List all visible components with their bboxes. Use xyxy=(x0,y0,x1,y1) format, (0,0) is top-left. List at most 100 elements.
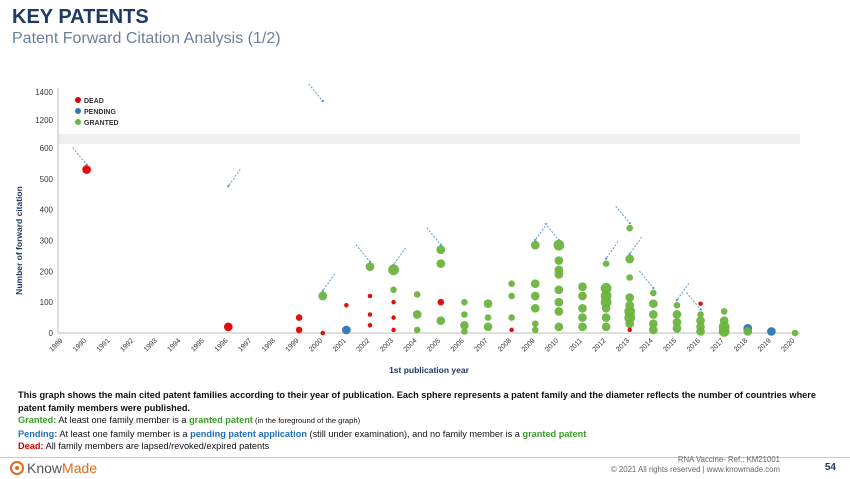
patent-point-granted xyxy=(624,312,636,323)
patent-point-granted xyxy=(318,291,328,301)
patent-point-granted xyxy=(554,270,564,279)
annotation-arrow-head xyxy=(321,99,324,103)
legend-marker xyxy=(75,108,81,114)
patent-point-granted xyxy=(650,289,657,297)
patent-point-granted xyxy=(720,308,728,315)
patent-point-granted xyxy=(648,299,658,309)
patent-point-granted xyxy=(554,307,564,316)
x-tick-label: 1991 xyxy=(96,337,112,353)
patent-point-granted xyxy=(553,239,565,251)
x-tick-label: 1990 xyxy=(72,337,88,353)
patent-point-granted xyxy=(672,310,682,319)
patent-point-granted xyxy=(697,311,704,318)
patent-point-dead xyxy=(509,327,514,333)
x-tick-label: 2012 xyxy=(592,337,608,353)
patent-point-dead xyxy=(698,301,703,306)
patent-point-granted xyxy=(743,327,753,336)
y-tick-label: 100 xyxy=(40,298,54,307)
y-tick-label: 200 xyxy=(40,267,54,276)
x-tick-label: 2009 xyxy=(521,337,537,353)
x-tick-label: 2011 xyxy=(568,337,584,353)
patent-point-granted xyxy=(626,224,634,232)
annotation-arrow-head xyxy=(321,289,324,293)
x-axis-label: 1st publication year xyxy=(389,365,470,375)
patent-point-granted xyxy=(600,282,612,294)
patent-point-granted xyxy=(578,291,587,301)
page-number: 54 xyxy=(824,462,836,473)
patent-point-granted xyxy=(648,319,658,329)
patent-point-granted xyxy=(460,320,469,330)
pending-term2: granted patent xyxy=(522,428,587,439)
y-tick-label: 600 xyxy=(40,144,54,153)
patent-point-granted xyxy=(625,293,635,302)
x-tick-label: 2015 xyxy=(662,337,678,353)
logo-suffix: Made xyxy=(62,460,98,476)
patent-point-dead xyxy=(295,314,303,321)
patent-point-granted xyxy=(625,319,635,329)
x-tick-label: 2007 xyxy=(473,337,489,353)
patent-point-pending xyxy=(342,325,351,335)
y-axis-label: Number of forward citation xyxy=(14,186,24,295)
patent-point-granted xyxy=(791,329,799,337)
description-main: This graph shows the main cited patent f… xyxy=(18,390,816,413)
annotation-arrow xyxy=(72,147,87,165)
patent-point-granted xyxy=(554,322,564,332)
pending-term: pending patent application xyxy=(190,428,307,439)
page-subtitle: Patent Forward Citation Analysis (1/2) xyxy=(12,30,281,47)
pending-text-b: (still under examination), and no family… xyxy=(306,428,523,439)
citation-scatter-chart: 0 100 200 300 400 500 600 1200 1400 1989 1990 1991 1… xyxy=(14,83,800,375)
x-tick-label: 2008 xyxy=(497,337,513,353)
patent-point-granted xyxy=(508,280,515,287)
patent-point-granted xyxy=(390,286,397,294)
knowmade-logo-icon xyxy=(10,461,24,475)
legend-marker xyxy=(75,119,81,125)
annotation-arrow-head xyxy=(604,257,608,260)
granted-text-a: At least one family member is a xyxy=(56,415,190,426)
y-tick-label: 500 xyxy=(40,175,54,184)
x-tick-label: 2016 xyxy=(686,337,702,353)
legend-label: PENDING xyxy=(84,109,116,116)
patent-point-dead xyxy=(320,330,325,336)
patent-point-granted xyxy=(483,322,493,332)
patent-point-granted xyxy=(672,317,682,327)
patent-point-pending xyxy=(767,327,776,336)
annotation-arrow-head xyxy=(439,243,443,246)
annotation-arrow xyxy=(393,247,406,266)
annotation-arrow xyxy=(629,236,643,255)
annotation-arrow xyxy=(426,227,442,246)
x-tick-label: 2019 xyxy=(757,337,773,353)
patent-point-granted xyxy=(601,303,611,313)
x-tick-label: 2010 xyxy=(544,337,560,353)
patent-point-granted xyxy=(436,259,446,268)
y-tick-label: 0 xyxy=(49,329,54,338)
annotation-arrow-head xyxy=(699,308,702,311)
annotation-arrow-head xyxy=(368,260,372,263)
patent-point-dead xyxy=(223,322,233,332)
patent-point-granted xyxy=(530,303,540,313)
patent-point-granted xyxy=(696,316,705,326)
patent-point-granted xyxy=(412,310,422,319)
patent-point-dead xyxy=(391,327,396,333)
patent-point-granted xyxy=(625,254,635,264)
patent-point-dead xyxy=(437,298,445,306)
annotation-arrow-head xyxy=(85,163,88,166)
patent-point-granted xyxy=(718,326,730,337)
patent-point-granted xyxy=(602,260,610,267)
pending-text-a: At least one family member is a xyxy=(57,428,191,439)
patent-point-granted xyxy=(483,299,493,309)
x-tick-label: 1989 xyxy=(48,337,64,353)
y-tick-label: 400 xyxy=(40,206,54,215)
patent-point-granted xyxy=(461,298,468,306)
annotation-arrow xyxy=(686,292,701,310)
y-tick-label: 1200 xyxy=(35,116,53,125)
patent-point-granted xyxy=(601,313,611,322)
patent-point-granted xyxy=(578,322,587,332)
patent-point-dead xyxy=(627,327,632,333)
patent-point-granted xyxy=(531,326,539,334)
x-tick-label: 1999 xyxy=(285,337,301,353)
annotation-arrow-head xyxy=(227,184,230,188)
x-tick-label: 1997 xyxy=(237,337,253,353)
dead-text: All family members are lapsed/revoked/ex… xyxy=(43,441,270,452)
x-tick-label: 2020 xyxy=(780,337,796,353)
patent-point-granted xyxy=(530,279,540,289)
